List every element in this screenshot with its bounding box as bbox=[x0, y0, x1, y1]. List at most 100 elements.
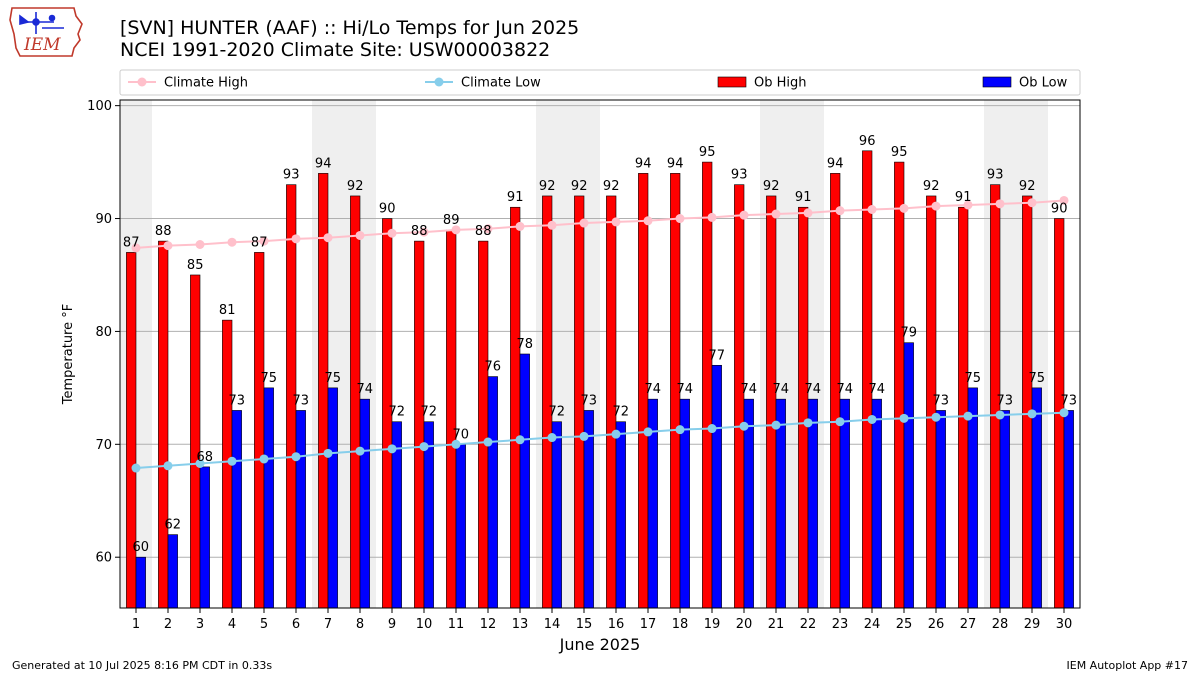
ob-high-label-18: 94 bbox=[667, 156, 684, 171]
plot-frame bbox=[119, 99, 1081, 609]
ob-low-bar-22 bbox=[807, 398, 818, 609]
legend-box bbox=[119, 69, 1081, 96]
ob-low-bar-16 bbox=[615, 421, 626, 609]
ob-high-label-1: 87 bbox=[123, 235, 140, 250]
climate-low-point-10 bbox=[419, 442, 429, 452]
climate-low-point-11 bbox=[451, 439, 461, 449]
iowa-state-outline bbox=[9, 7, 83, 57]
footer-app: IEM Autoplot App #17 bbox=[1066, 659, 1189, 672]
climate-low-point-24 bbox=[867, 414, 877, 424]
ob-low-label-13: 78 bbox=[517, 337, 534, 352]
ob-high-label-23: 94 bbox=[827, 156, 844, 171]
ob-low-label-27: 75 bbox=[965, 371, 982, 386]
footer-generated: Generated at 10 Jul 2025 8:16 PM CDT in … bbox=[12, 659, 273, 672]
climate-high-point-11 bbox=[451, 225, 461, 235]
ob-low-label-7: 75 bbox=[325, 371, 342, 386]
ob-high-label-2: 88 bbox=[155, 224, 172, 239]
ob-high-label-16: 92 bbox=[603, 179, 620, 194]
data-labels: 87 88 85 81 87 93 94 92 90 88 89 88 91 92 92 92 94 94 95 93… bbox=[123, 134, 1077, 555]
x-tick-label-18: 18 bbox=[672, 617, 689, 632]
ob-low-bar-4 bbox=[231, 410, 242, 609]
ob-low-label-17: 74 bbox=[645, 382, 662, 397]
ob-high-label-9: 90 bbox=[379, 202, 396, 217]
climate-high-point-8 bbox=[355, 230, 365, 240]
ob-high-label-22: 91 bbox=[795, 190, 812, 205]
climate-low-point-16 bbox=[611, 429, 621, 439]
legend-swatch-ob-low bbox=[982, 76, 1012, 88]
climate-low-point-30 bbox=[1059, 408, 1069, 418]
x-tick-label-23: 23 bbox=[832, 617, 849, 632]
ob-high-label-25: 95 bbox=[891, 145, 908, 160]
x-tick-label-27: 27 bbox=[960, 617, 977, 632]
climate-high-point-2 bbox=[163, 241, 173, 251]
ob-low-label-19: 77 bbox=[709, 348, 726, 363]
ob-high-label-6: 93 bbox=[283, 168, 300, 183]
climate-high-point-14 bbox=[547, 220, 557, 230]
climate-low-point-17 bbox=[643, 427, 653, 437]
ob-low-label-1: 60 bbox=[133, 540, 150, 555]
ob-low-bar-27 bbox=[967, 387, 978, 609]
x-tick-label-19: 19 bbox=[704, 617, 721, 632]
climate-high-point-15 bbox=[579, 218, 589, 228]
climate-low-line bbox=[135, 411, 1065, 470]
climate-high-point-9 bbox=[387, 228, 397, 238]
ob-high-label-30: 90 bbox=[1051, 202, 1068, 217]
ob-low-bar-24 bbox=[871, 398, 882, 609]
x-tick-label-2: 2 bbox=[164, 617, 172, 632]
ob-high-bar-29 bbox=[1022, 195, 1033, 609]
x-tick-label-7: 7 bbox=[324, 617, 332, 632]
ob-low-bar-3 bbox=[199, 466, 210, 609]
x-tick-label-16: 16 bbox=[608, 617, 625, 632]
logo-text: IEM bbox=[23, 35, 61, 55]
x-tick-label-6: 6 bbox=[292, 617, 300, 632]
legend: Climate High Climate Low Ob High Ob Low bbox=[119, 69, 1081, 96]
x-tick-label-25: 25 bbox=[896, 617, 913, 632]
x-axis-label: June 2025 bbox=[559, 635, 641, 654]
climate-low-point-4 bbox=[227, 456, 237, 466]
ob-high-label-7: 94 bbox=[315, 156, 332, 171]
x-tick-label-11: 11 bbox=[448, 617, 465, 632]
ob-low-label-12: 76 bbox=[485, 360, 502, 375]
ob-high-label-5: 87 bbox=[251, 235, 268, 250]
x-tick-label-9: 9 bbox=[388, 617, 396, 632]
ob-low-bar-6 bbox=[295, 410, 306, 609]
bars bbox=[126, 150, 1074, 609]
climate-high-point-19 bbox=[707, 212, 717, 222]
climate-lines bbox=[131, 195, 1069, 473]
ob-low-label-25: 79 bbox=[901, 326, 918, 341]
ob-high-bar-14 bbox=[542, 195, 553, 609]
x-tick-label-4: 4 bbox=[228, 617, 236, 632]
ob-high-bar-19 bbox=[702, 161, 713, 609]
climate-high-point-21 bbox=[771, 209, 781, 219]
climate-high-point-7 bbox=[323, 233, 333, 243]
climate-high-point-13 bbox=[515, 221, 525, 231]
x-tick-label-28: 28 bbox=[992, 617, 1009, 632]
climate-high-point-25 bbox=[899, 203, 909, 213]
climate-high-point-20 bbox=[739, 210, 749, 220]
ob-low-bar-28 bbox=[999, 410, 1010, 609]
climate-low-point-28 bbox=[995, 410, 1005, 420]
ob-low-label-4: 73 bbox=[229, 393, 246, 408]
ob-high-label-17: 94 bbox=[635, 156, 652, 171]
ob-high-bar-25 bbox=[894, 161, 905, 609]
ob-high-bar-12 bbox=[478, 240, 489, 609]
ob-high-bar-21 bbox=[766, 195, 777, 609]
ob-low-label-18: 74 bbox=[677, 382, 694, 397]
ob-low-label-30: 73 bbox=[1061, 393, 1078, 408]
climate-high-point-18 bbox=[675, 214, 685, 224]
x-tick-label-15: 15 bbox=[576, 617, 593, 632]
ob-high-bar-10 bbox=[414, 240, 425, 609]
ob-high-bar-27 bbox=[958, 206, 969, 609]
ob-low-label-26: 73 bbox=[933, 393, 950, 408]
y-tick-label-80: 80 bbox=[95, 325, 112, 340]
ob-low-bar-8 bbox=[359, 398, 370, 609]
legend-marker-climate-high bbox=[137, 77, 147, 87]
ob-low-bar-19 bbox=[711, 364, 722, 609]
climate-low-point-20 bbox=[739, 421, 749, 431]
ob-low-bar-11 bbox=[455, 444, 466, 609]
x-tick-label-12: 12 bbox=[480, 617, 497, 632]
climate-low-point-25 bbox=[899, 413, 909, 423]
climate-high-point-4 bbox=[227, 237, 237, 247]
ob-low-label-14: 72 bbox=[549, 405, 566, 420]
